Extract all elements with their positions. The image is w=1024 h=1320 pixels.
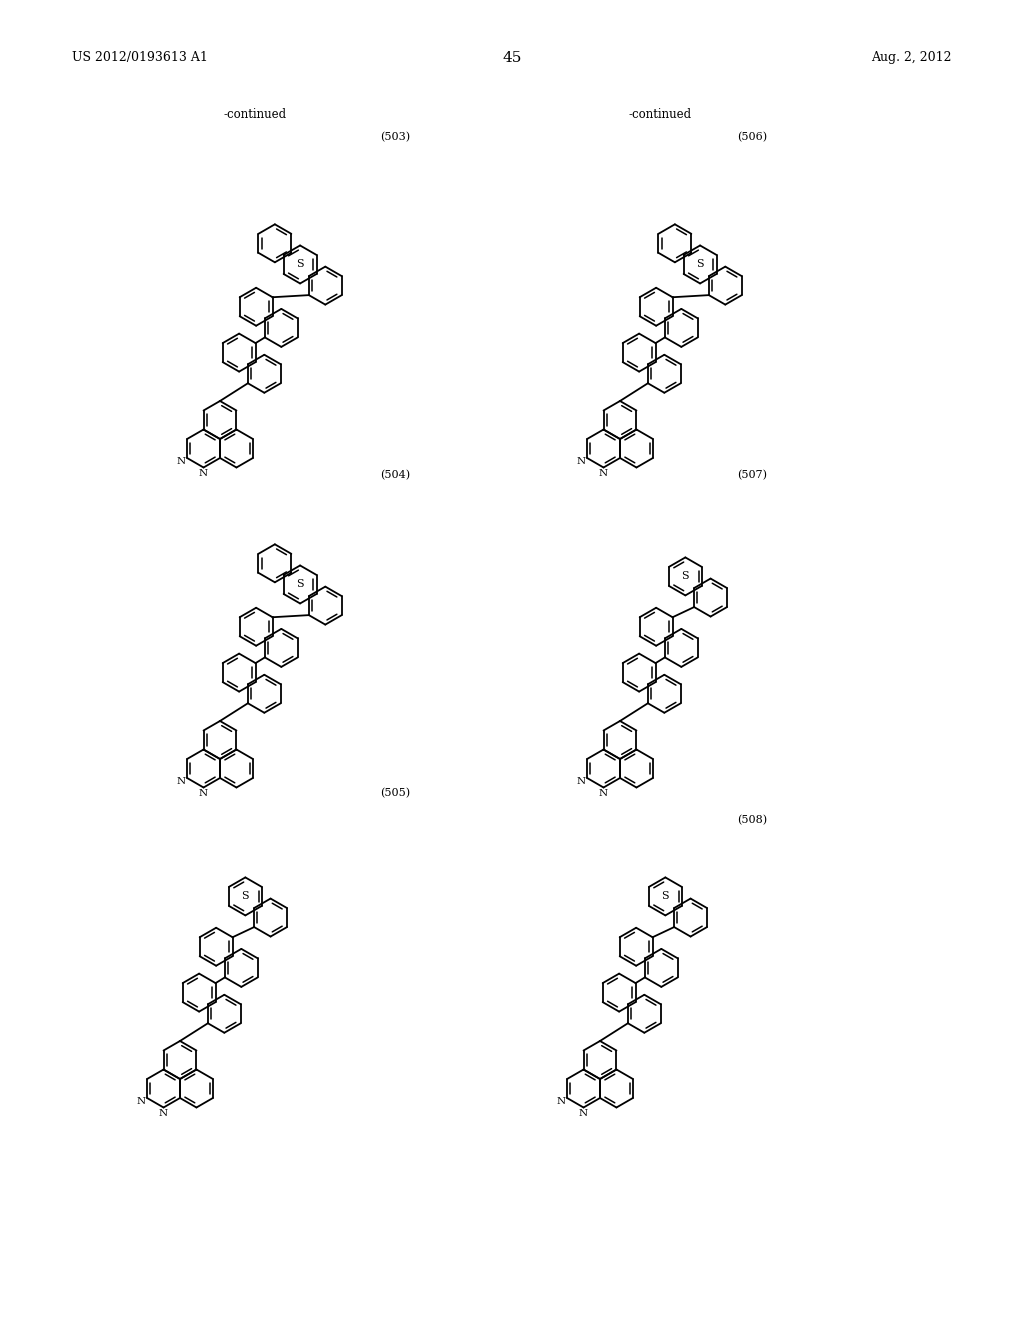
Text: (506): (506) bbox=[737, 132, 767, 143]
Text: 45: 45 bbox=[503, 51, 521, 65]
Text: N: N bbox=[577, 776, 586, 785]
Text: N: N bbox=[199, 789, 208, 799]
Text: N: N bbox=[599, 470, 608, 479]
Text: N: N bbox=[177, 776, 186, 785]
Text: N: N bbox=[199, 470, 208, 479]
Text: Aug. 2, 2012: Aug. 2, 2012 bbox=[871, 51, 952, 65]
Text: (505): (505) bbox=[380, 788, 411, 799]
Text: (507): (507) bbox=[737, 470, 767, 480]
Text: S: S bbox=[696, 260, 703, 269]
Text: (504): (504) bbox=[380, 470, 411, 480]
Text: S: S bbox=[296, 579, 304, 590]
Text: S: S bbox=[682, 572, 689, 581]
Text: -continued: -continued bbox=[223, 108, 287, 121]
Text: N: N bbox=[599, 789, 608, 799]
Text: S: S bbox=[662, 891, 669, 902]
Text: S: S bbox=[242, 891, 249, 902]
Text: N: N bbox=[137, 1097, 146, 1106]
Text: N: N bbox=[577, 457, 586, 466]
Text: S: S bbox=[296, 260, 304, 269]
Text: N: N bbox=[579, 1110, 588, 1118]
Text: N: N bbox=[557, 1097, 566, 1106]
Text: -continued: -continued bbox=[629, 108, 691, 121]
Text: (508): (508) bbox=[737, 814, 767, 825]
Text: (503): (503) bbox=[380, 132, 411, 143]
Text: N: N bbox=[159, 1110, 168, 1118]
Text: US 2012/0193613 A1: US 2012/0193613 A1 bbox=[72, 51, 208, 65]
Text: N: N bbox=[177, 457, 186, 466]
